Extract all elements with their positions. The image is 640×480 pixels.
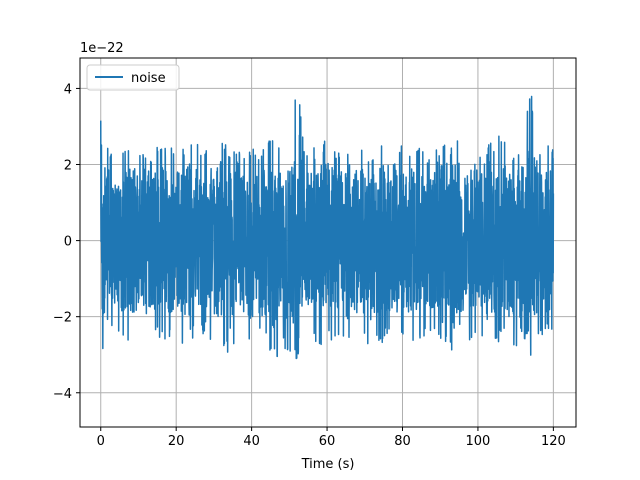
x-tick-label: 80 bbox=[394, 434, 411, 449]
series-line-noise bbox=[100, 95, 555, 360]
legend: noise bbox=[86, 64, 180, 91]
y-tick-label: 4 bbox=[64, 82, 72, 97]
y-tick-label: 2 bbox=[64, 159, 72, 174]
y-axis-offset-label: 1e−22 bbox=[80, 41, 124, 56]
y-tick-label: −2 bbox=[53, 311, 72, 326]
x-tick-label: 0 bbox=[97, 434, 105, 449]
x-axis-ticks: 0 20 40 60 80 100 120 bbox=[97, 427, 566, 449]
x-tick-label: 100 bbox=[466, 434, 491, 449]
y-tick-label: −4 bbox=[53, 387, 72, 402]
y-tick-label: 0 bbox=[64, 235, 72, 250]
legend-box bbox=[86, 64, 180, 91]
x-tick-label: 40 bbox=[243, 434, 260, 449]
x-axis-label: Time (s) bbox=[301, 457, 355, 472]
legend-label-noise: noise bbox=[131, 71, 166, 86]
series-layer bbox=[100, 95, 555, 360]
y-axis-ticks: −4 −2 0 2 4 bbox=[53, 82, 80, 402]
x-tick-label: 20 bbox=[168, 434, 185, 449]
x-tick-label: 60 bbox=[319, 434, 336, 449]
axes-frame bbox=[79, 57, 577, 428]
x-tick-label: 120 bbox=[541, 434, 566, 449]
